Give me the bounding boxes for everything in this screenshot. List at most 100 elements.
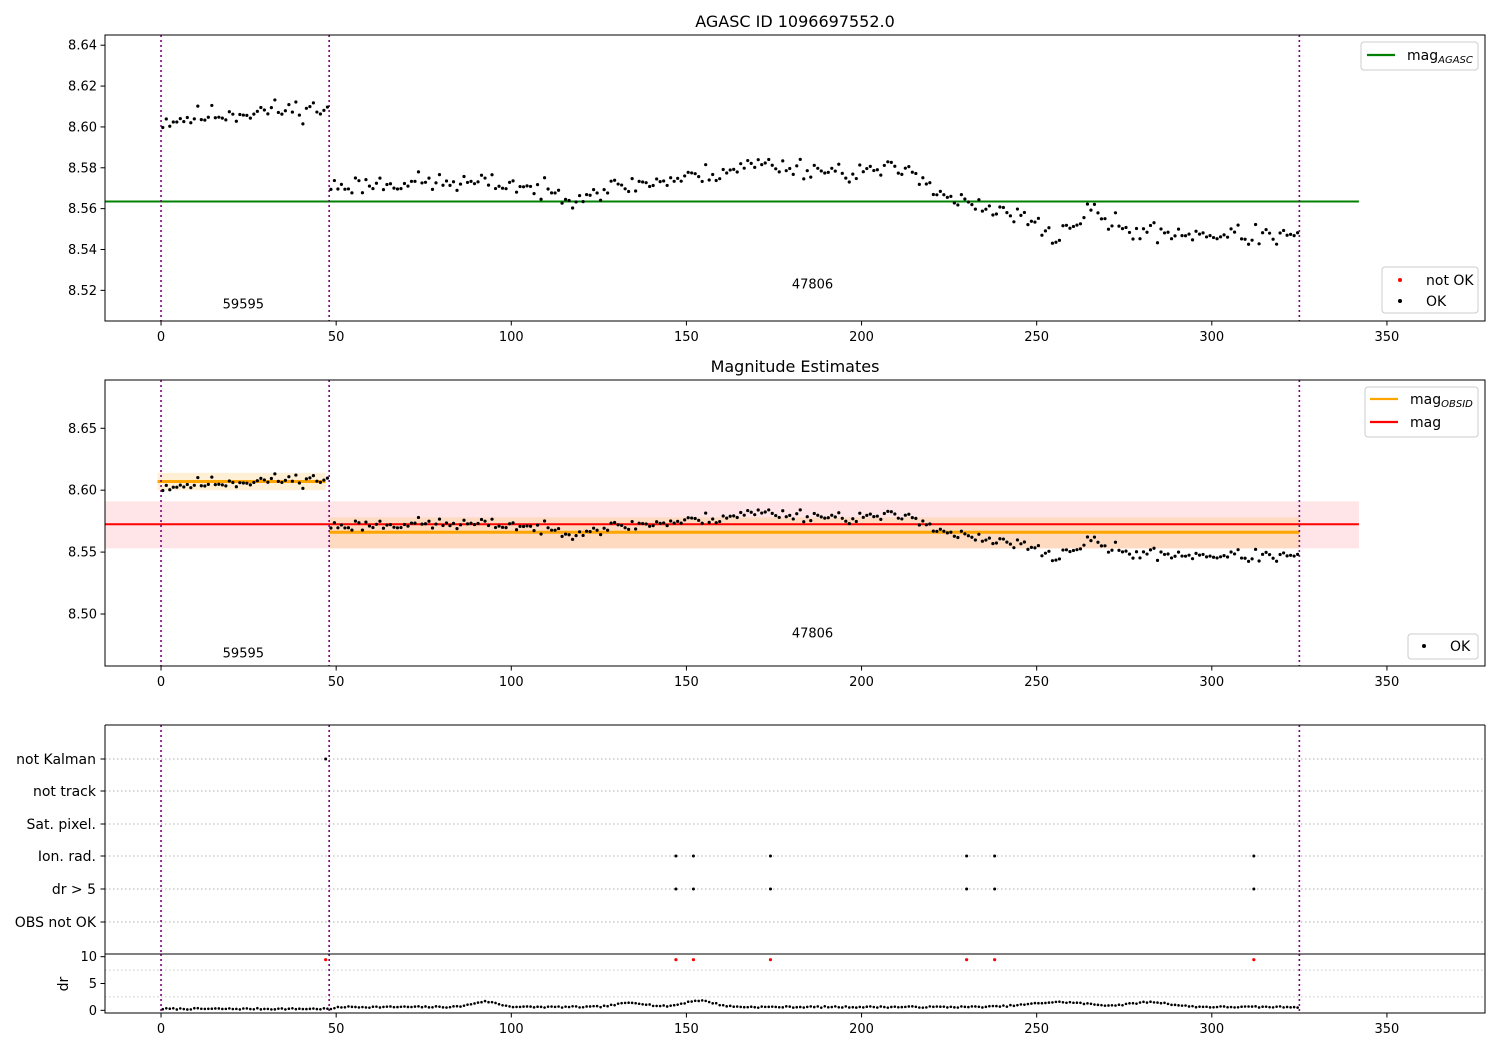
- dr-point: [861, 1006, 865, 1009]
- data-point-ok: [164, 117, 168, 121]
- data-point-ok: [651, 524, 655, 528]
- dr-point: [644, 1003, 648, 1006]
- data-point-ok: [662, 179, 666, 183]
- data-point-ok: [542, 519, 547, 523]
- data-point-ok: [812, 511, 816, 516]
- data-point-ok: [210, 103, 214, 108]
- flag-point: [1252, 854, 1256, 858]
- dr-point: [504, 1004, 508, 1007]
- data-point-ok: [613, 520, 617, 525]
- data-point-ok: [427, 176, 431, 180]
- dr-point: [333, 1006, 336, 1010]
- data-point-ok: [1282, 228, 1286, 233]
- dr-point: [480, 1000, 483, 1004]
- dr-point: [1009, 1003, 1012, 1007]
- data-point-ok: [676, 519, 680, 523]
- dr-point: [655, 1004, 658, 1008]
- dr-point: [1089, 1002, 1093, 1006]
- dr-point: [620, 1001, 623, 1005]
- y-tick-label: 8.52: [68, 284, 97, 299]
- flag-point: [965, 854, 969, 858]
- data-point-ok: [1296, 231, 1300, 235]
- dr-point: [312, 1007, 315, 1010]
- data-point-ok: [704, 511, 708, 515]
- dr-point: [343, 1005, 347, 1009]
- dr-point: [1152, 1001, 1156, 1004]
- dr-point: [214, 1007, 217, 1010]
- dr-point: [413, 1005, 417, 1008]
- dr-point: [725, 1005, 729, 1008]
- y-tick-label: 8.65: [68, 422, 97, 437]
- data-point-ok: [1124, 225, 1128, 230]
- data-point-ok: [1215, 237, 1219, 241]
- data-point-ok: [297, 113, 301, 117]
- data-point-ok: [290, 110, 294, 114]
- data-point-ok: [1141, 227, 1146, 231]
- data-point-ok: [753, 513, 757, 517]
- data-point-ok: [756, 158, 760, 162]
- data-point-ok: [760, 511, 764, 515]
- data-point-ok: [371, 525, 375, 530]
- data-point-ok: [161, 488, 165, 493]
- data-point-ok: [535, 182, 540, 187]
- data-point-ok: [725, 516, 729, 520]
- data-point-ok: [164, 483, 168, 487]
- dr-point: [1243, 1005, 1247, 1008]
- data-point-ok: [311, 473, 316, 478]
- data-point-ok: [1267, 231, 1272, 235]
- data-point-ok: [521, 524, 526, 529]
- flag-point: [965, 887, 969, 891]
- dr-point: [1121, 1003, 1124, 1007]
- data-point-ok: [1075, 548, 1079, 552]
- y-tick-label: 0: [89, 1004, 97, 1019]
- data-point-ok: [1110, 224, 1114, 228]
- dr-point: [637, 1002, 641, 1006]
- dr-point: [536, 1005, 539, 1009]
- dr-point: [984, 1005, 988, 1009]
- data-point-ok: [318, 480, 323, 484]
- dr-point: [1156, 1001, 1159, 1004]
- data-point-ok: [1089, 538, 1093, 543]
- data-point-ok: [1089, 208, 1093, 212]
- data-point-ok: [1071, 224, 1076, 229]
- data-point-ok: [973, 207, 977, 211]
- data-point-ok: [479, 517, 484, 522]
- data-point-ok: [1099, 217, 1104, 221]
- dr-point: [452, 1005, 455, 1008]
- data-point-ok: [959, 529, 963, 533]
- dr-point: [1250, 1005, 1254, 1008]
- data-point-ok: [910, 170, 914, 174]
- data-point-ok: [1173, 554, 1177, 558]
- data-point-ok: [518, 184, 522, 189]
- data-point-ok: [336, 187, 340, 191]
- obsid-label: 47806: [792, 627, 833, 642]
- data-point-ok: [903, 513, 907, 517]
- dr-point: [1166, 1002, 1170, 1006]
- dr-point: [399, 1005, 403, 1009]
- dr-point: [224, 1007, 228, 1011]
- legend-marker: [1398, 299, 1402, 303]
- data-point-ok: [556, 188, 561, 192]
- dr-point: [911, 1005, 914, 1008]
- dr-point: [991, 1004, 995, 1008]
- data-point-ok: [690, 171, 694, 175]
- dr-point: [375, 1005, 378, 1008]
- dr-point: [897, 1005, 900, 1009]
- dr-point: [175, 1008, 179, 1011]
- dr-point: [1285, 1005, 1289, 1009]
- data-point-ok: [721, 167, 725, 172]
- data-point-ok: [907, 165, 911, 169]
- data-point-ok: [1278, 231, 1282, 235]
- data-point-ok: [1029, 219, 1034, 223]
- plot-frame: [104, 379, 1486, 667]
- dr-point: [1219, 1005, 1222, 1008]
- dr-point: [1093, 1003, 1096, 1006]
- data-point-ok: [1166, 230, 1170, 234]
- x-tick-label: 350: [1375, 675, 1400, 690]
- y-tick-label: 8.55: [68, 546, 97, 561]
- data-point-ok: [1078, 222, 1083, 226]
- data-point-ok: [630, 519, 634, 524]
- data-point-ok: [693, 172, 697, 176]
- data-point-ok: [777, 170, 781, 174]
- data-point-ok: [987, 536, 991, 540]
